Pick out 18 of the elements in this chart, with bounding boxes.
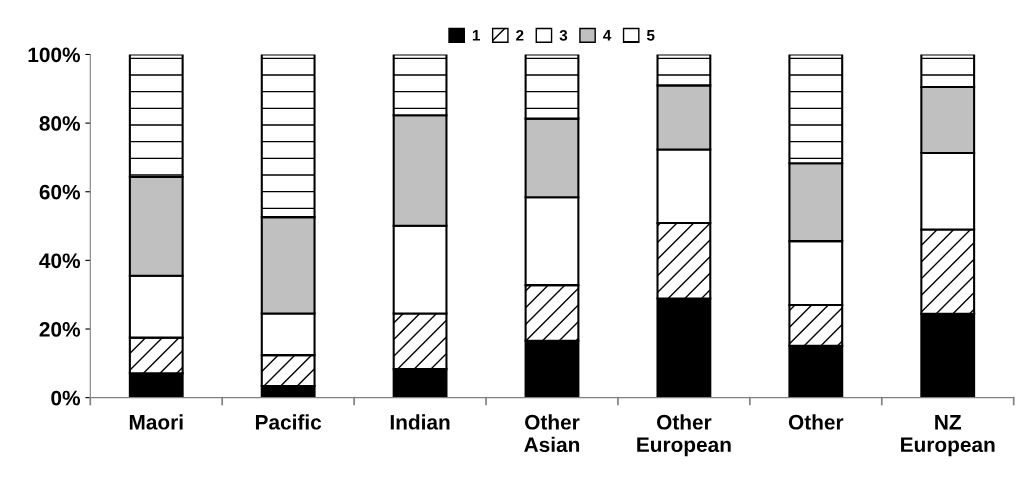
- legend-label: 4: [603, 30, 612, 41]
- x-tick-label: Other European: [637, 414, 731, 457]
- legend-label: 2: [516, 29, 524, 41]
- x-tick-label: Other Asian: [524, 414, 580, 453]
- legend-label: 3: [559, 29, 568, 41]
- x-tick-label: NZ European: [901, 415, 995, 457]
- y-tick-label: 0%: [51, 390, 81, 406]
- x-tick-label: Maori: [129, 414, 183, 430]
- legend-label: 1: [472, 30, 480, 41]
- y-tick-label: 20%: [39, 322, 81, 337]
- y-tick-label: 80%: [39, 116, 81, 131]
- y-tick-label: 100%: [28, 47, 81, 63]
- y-tick-label: 40%: [39, 253, 81, 269]
- x-tick-label: Indian: [390, 414, 450, 430]
- legend-label: 5: [646, 30, 655, 41]
- x-tick-label: Other: [788, 414, 844, 430]
- y-tick-label: 60%: [39, 184, 81, 200]
- x-tick-label: Pacific: [255, 414, 322, 430]
